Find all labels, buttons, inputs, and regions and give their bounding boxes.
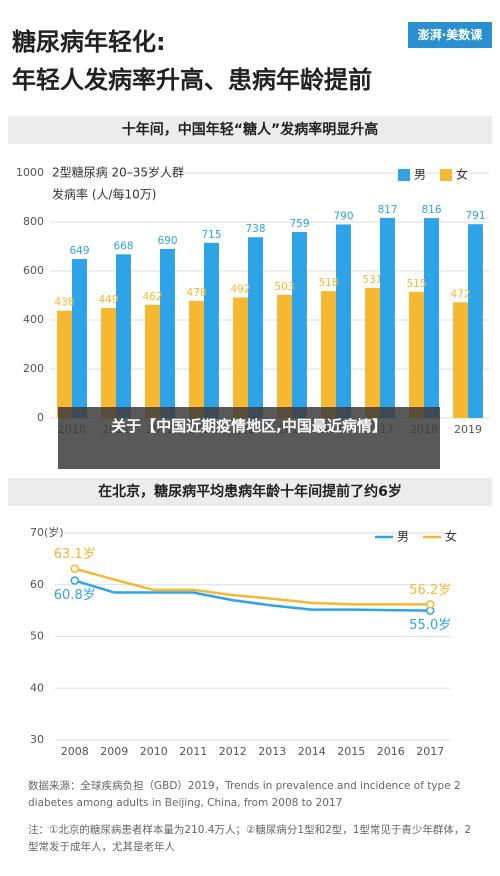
bar <box>145 304 160 418</box>
chart-title: 十年间，中国年轻“糖人”发病率明显升高 <box>8 116 492 144</box>
bar <box>453 302 468 418</box>
value-label: 503 <box>274 281 294 293</box>
value-label: 449 <box>98 294 118 306</box>
value-label: 790 <box>333 210 353 222</box>
value-label: 690 <box>157 235 177 247</box>
y-tick-label: 60 <box>30 578 44 591</box>
bar <box>321 291 336 418</box>
bar <box>380 217 395 418</box>
value-label: 817 <box>377 204 397 216</box>
value-label: 438 <box>54 297 74 309</box>
value-label: 649 <box>69 245 89 257</box>
bar <box>57 310 72 418</box>
value-label: 472 <box>450 288 470 300</box>
bar <box>365 287 380 418</box>
y-tick-label: 70(岁) <box>30 525 64 539</box>
value-label: 462 <box>142 291 162 303</box>
legend-label: 男 <box>397 530 409 544</box>
y-tick-label: 30 <box>30 733 44 746</box>
legend-label: 女 <box>456 167 468 182</box>
value-label: 738 <box>245 223 265 235</box>
bar <box>160 248 175 418</box>
y-tick-label: 200 <box>23 362 44 375</box>
y-tick-label: 800 <box>23 215 44 228</box>
subtitle: 发病率 (人/每10万) <box>52 187 157 202</box>
x-tick-label: 2013 <box>258 745 286 758</box>
value-label: 55.0岁 <box>409 618 451 633</box>
value-label: 63.1岁 <box>54 547 96 562</box>
point <box>426 600 435 609</box>
bar <box>204 242 219 418</box>
line-chart: 30 40 50 60 70(岁) 2008 2009 2010 2011 2012 2013 201… <box>30 525 457 758</box>
point <box>70 576 79 585</box>
value-label: 668 <box>113 240 133 252</box>
value-label: 791 <box>465 210 485 222</box>
value-label: 60.8岁 <box>54 588 96 603</box>
x-tick-label: 2010 <box>140 745 168 758</box>
logo: 澎湃·美数课 <box>408 22 492 48</box>
source: 数据来源：全球疾病负担（GBD）2019，Trends in prevalenc… <box>28 780 461 809</box>
legend-label: 女 <box>445 529 457 544</box>
bar <box>277 294 292 418</box>
bar <box>468 224 483 418</box>
x-tick-label: 2019 <box>454 423 482 436</box>
header-title: 年轻人发病率升高、患病年龄提前 <box>12 66 372 94</box>
value-label: 816 <box>421 204 441 216</box>
value-label: 56.2岁 <box>409 583 451 598</box>
bar <box>116 254 131 418</box>
x-tick-label: 2008 <box>61 745 89 758</box>
x-tick-label: 2014 <box>298 745 326 758</box>
bar <box>336 224 351 418</box>
x-tick-label: 2015 <box>337 745 365 758</box>
note: 注：①北京的糖尿病患者样本量为210.4万人；②糖尿病分1型和2型，1型常见于青… <box>28 824 472 853</box>
y-tick-label: 50 <box>30 630 44 643</box>
point <box>70 564 79 573</box>
x-tick-label: 2017 <box>416 745 444 758</box>
line <box>74 567 431 606</box>
header-title: 糖尿病年轻化: <box>12 28 166 56</box>
legend-label: 男 <box>414 168 426 182</box>
subtitle: 2型糖尿病 20–35岁人群 <box>52 165 184 180</box>
value-label: 531 <box>362 274 382 286</box>
y-tick-label: 600 <box>23 264 44 277</box>
value-label: 759 <box>289 218 309 230</box>
x-tick-label: 2009 <box>100 745 128 758</box>
bar <box>424 218 439 418</box>
legend-swatch <box>440 169 452 181</box>
x-tick-label: 2011 <box>179 745 207 758</box>
value-label: 492 <box>230 283 250 295</box>
bar <box>409 291 424 418</box>
y-tick-label: 1000 <box>16 166 44 179</box>
x-tick-label: 2016 <box>377 745 405 758</box>
y-tick-label: 400 <box>23 313 44 326</box>
value-label: 715 <box>201 229 221 241</box>
bar <box>101 307 116 418</box>
overlay-caption: 关于【中国近期疫情地区,中国最近病情】 <box>58 407 440 469</box>
y-tick-label: 40 <box>30 681 44 694</box>
bar <box>248 237 263 418</box>
bar <box>233 297 248 418</box>
y-tick-label: 0 <box>37 411 44 424</box>
value-label: 478 <box>186 287 206 299</box>
value-label: 518 <box>318 277 338 289</box>
bar <box>189 300 204 418</box>
bar <box>72 258 87 418</box>
legend-swatch <box>398 169 410 181</box>
line <box>74 579 431 612</box>
x-tick-label: 2012 <box>219 745 247 758</box>
bar <box>292 232 307 418</box>
value-label: 515 <box>406 278 426 290</box>
chart-title: 在北京，糖尿病平均患病年龄十年间提前了约6岁 <box>8 478 492 506</box>
